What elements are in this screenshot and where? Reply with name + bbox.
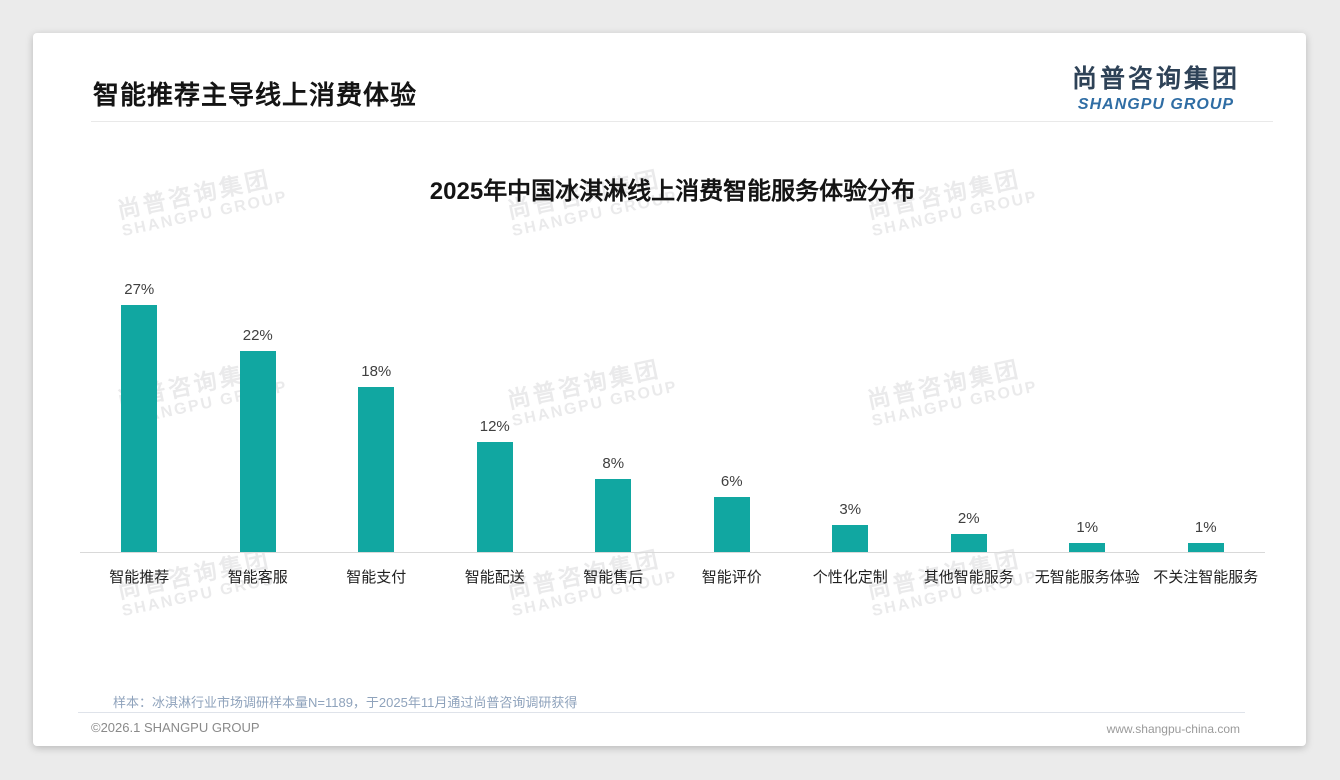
- bar-category-label: 智能推荐: [109, 569, 170, 586]
- company-logo: 尚普咨询集团 SHANGPU GROUP: [1072, 59, 1240, 114]
- bar-slot: 1%: [1028, 519, 1147, 552]
- bar-category-label: 无智能服务体验: [1034, 569, 1140, 586]
- bar: [239, 350, 276, 552]
- bar-value-label: 27%: [124, 280, 155, 298]
- website-url: www.shangpu-china.com: [1106, 722, 1240, 736]
- logo-chinese-name: 尚普咨询集团: [1071, 65, 1240, 93]
- chart-category-axis: 智能推荐 智能客服 智能支付 智能配送 智能售后 智能评价 个性化定制 其他智能服务 无智能服务…: [80, 553, 1265, 587]
- bar-category-label: 不关注智能服务: [1153, 569, 1259, 586]
- bar: [476, 442, 513, 552]
- bar-chart: 27% 22% 18% 12% 8% 6% 3% 2% 1% 1% 智能推荐 智能客服 智能支付 智能配…: [80, 270, 1265, 587]
- bar-slot: 8%: [554, 455, 673, 552]
- bar-slot: 3%: [791, 501, 910, 552]
- bar-value-label: 8%: [602, 454, 625, 472]
- sample-footnote: 样本：冰淇淋行业市场调研样本量N=1189，于2025年11月通过尚普咨询调研获…: [113, 695, 578, 710]
- footer-divider: [78, 712, 1245, 713]
- bar: [1187, 542, 1224, 552]
- bar-value-label: 1%: [1194, 518, 1217, 536]
- bar: [595, 478, 632, 552]
- bar-slot: 2%: [910, 510, 1029, 552]
- bar-value-label: 18%: [361, 363, 392, 381]
- bar-category-label: 智能支付: [346, 569, 407, 586]
- bar-slot: 6%: [673, 473, 792, 552]
- chart-title: 2025年中国冰淇淋线上消费智能服务体验分布: [429, 178, 916, 205]
- bar-category-label: 智能售后: [583, 569, 644, 586]
- bar-category-label: 智能评价: [701, 569, 762, 586]
- bar-category-label: 智能客服: [227, 569, 288, 586]
- bar-slot: 18%: [317, 363, 436, 552]
- chart-plot-area: 27% 22% 18% 12% 8% 6% 3% 2% 1% 1%: [80, 270, 1265, 553]
- bar: [713, 497, 750, 552]
- bar-slot: 1%: [1147, 519, 1266, 552]
- bar: [358, 387, 395, 552]
- bar-category-label: 其他智能服务: [923, 569, 1014, 586]
- page-title: 智能推荐主导线上消费体验: [93, 80, 418, 110]
- bar: [832, 524, 869, 552]
- bar: [121, 304, 158, 552]
- slide-card: 尚普咨询集团 SHANGPU GROUP 尚普咨询集团 SHANGPU GROUP 尚普…: [33, 33, 1306, 746]
- bar: [950, 533, 987, 552]
- header-divider: [91, 121, 1273, 122]
- bar-slot: 12%: [436, 418, 555, 552]
- bar-value-label: 6%: [720, 473, 743, 491]
- bar: [1069, 542, 1106, 552]
- bar-category-label: 个性化定制: [812, 569, 888, 586]
- bar-value-label: 1%: [1076, 518, 1099, 536]
- copyright-text: ©2026.1 SHANGPU GROUP: [91, 720, 260, 735]
- bar-slot: 22%: [199, 327, 318, 552]
- bar-value-label: 22%: [242, 326, 273, 344]
- bar-value-label: 12%: [479, 418, 510, 436]
- bar-value-label: 2%: [957, 509, 980, 527]
- logo-english-name: SHANGPU GROUP: [1077, 96, 1235, 113]
- bar-value-label: 3%: [839, 500, 862, 518]
- bar-category-label: 智能配送: [464, 569, 525, 586]
- bar-slot: 27%: [80, 281, 199, 552]
